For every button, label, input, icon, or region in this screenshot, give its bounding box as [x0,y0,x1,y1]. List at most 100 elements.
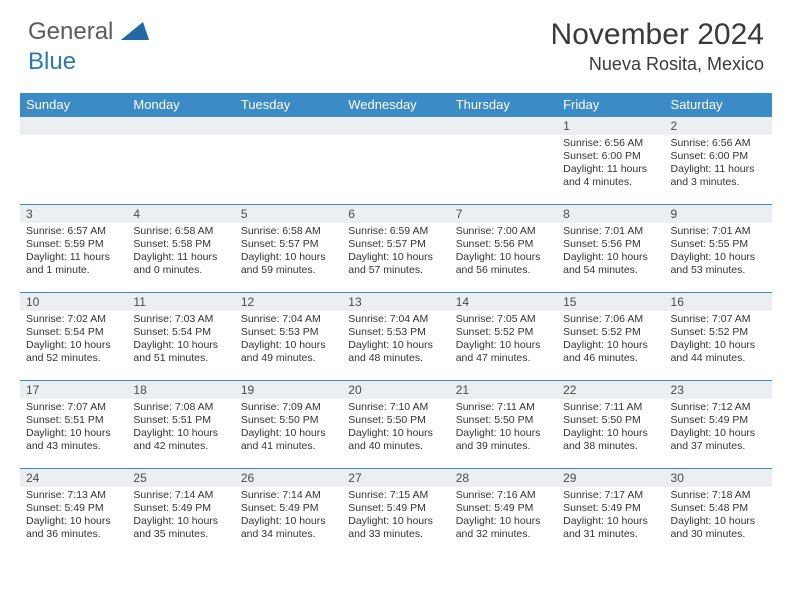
cell-details: Sunrise: 6:56 AMSunset: 6:00 PMDaylight:… [665,135,772,194]
logo-text-blue: Blue [28,48,76,75]
sunrise-text: Sunrise: 7:01 AM [563,225,658,238]
daylight2-text: and 30 minutes. [671,528,766,541]
weekday-header: Friday [557,93,664,117]
calendar-row: 3Sunrise: 6:57 AMSunset: 5:59 PMDaylight… [20,205,772,293]
calendar-cell: 28Sunrise: 7:16 AMSunset: 5:49 PMDayligh… [450,469,557,557]
cell-details: Sunrise: 7:00 AMSunset: 5:56 PMDaylight:… [450,223,557,282]
sunrise-text: Sunrise: 6:59 AM [348,225,443,238]
day-number: 8 [557,205,664,223]
daylight2-text: and 49 minutes. [241,352,336,365]
cell-details: Sunrise: 7:14 AMSunset: 5:49 PMDaylight:… [235,487,342,546]
day-number: 13 [342,293,449,311]
sunset-text: Sunset: 5:49 PM [348,502,443,515]
sunrise-text: Sunrise: 7:14 AM [241,489,336,502]
calendar-cell: 4Sunrise: 6:58 AMSunset: 5:58 PMDaylight… [127,205,234,293]
day-number [342,117,449,135]
sunset-text: Sunset: 5:48 PM [671,502,766,515]
logo-text-general: General [28,18,113,46]
day-number: 17 [20,381,127,399]
cell-details: Sunrise: 7:09 AMSunset: 5:50 PMDaylight:… [235,399,342,458]
calendar-cell: 17Sunrise: 7:07 AMSunset: 5:51 PMDayligh… [20,381,127,469]
sunrise-text: Sunrise: 7:10 AM [348,401,443,414]
daylight2-text: and 48 minutes. [348,352,443,365]
day-number: 20 [342,381,449,399]
cell-details: Sunrise: 7:02 AMSunset: 5:54 PMDaylight:… [20,311,127,370]
day-number: 9 [665,205,772,223]
calendar-cell: 11Sunrise: 7:03 AMSunset: 5:54 PMDayligh… [127,293,234,381]
day-number: 10 [20,293,127,311]
sunrise-text: Sunrise: 7:14 AM [133,489,228,502]
cell-details: Sunrise: 6:57 AMSunset: 5:59 PMDaylight:… [20,223,127,282]
cell-details: Sunrise: 6:58 AMSunset: 5:58 PMDaylight:… [127,223,234,282]
weekday-header: Wednesday [342,93,449,117]
daylight1-text: Daylight: 11 hours [26,251,121,264]
daylight2-text: and 31 minutes. [563,528,658,541]
calendar-table: Sunday Monday Tuesday Wednesday Thursday… [20,93,772,557]
cell-details: Sunrise: 7:11 AMSunset: 5:50 PMDaylight:… [450,399,557,458]
daylight2-text: and 1 minute. [26,264,121,277]
calendar-cell: 13Sunrise: 7:04 AMSunset: 5:53 PMDayligh… [342,293,449,381]
calendar-row: 10Sunrise: 7:02 AMSunset: 5:54 PMDayligh… [20,293,772,381]
calendar-cell: 2Sunrise: 6:56 AMSunset: 6:00 PMDaylight… [665,117,772,205]
calendar-cell: 16Sunrise: 7:07 AMSunset: 5:52 PMDayligh… [665,293,772,381]
daylight2-text: and 56 minutes. [456,264,551,277]
sunset-text: Sunset: 5:49 PM [671,414,766,427]
sunrise-text: Sunrise: 7:18 AM [671,489,766,502]
daylight2-text: and 4 minutes. [563,176,658,189]
daylight1-text: Daylight: 10 hours [671,515,766,528]
sunrise-text: Sunrise: 6:58 AM [133,225,228,238]
calendar-cell: 12Sunrise: 7:04 AMSunset: 5:53 PMDayligh… [235,293,342,381]
calendar-cell: 1Sunrise: 6:56 AMSunset: 6:00 PMDaylight… [557,117,664,205]
daylight1-text: Daylight: 10 hours [563,427,658,440]
cell-details: Sunrise: 7:12 AMSunset: 5:49 PMDaylight:… [665,399,772,458]
daylight2-text: and 47 minutes. [456,352,551,365]
sunset-text: Sunset: 5:51 PM [133,414,228,427]
daylight1-text: Daylight: 10 hours [241,427,336,440]
day-number [127,117,234,135]
day-number: 4 [127,205,234,223]
sunrise-text: Sunrise: 6:58 AM [241,225,336,238]
cell-details: Sunrise: 7:07 AMSunset: 5:51 PMDaylight:… [20,399,127,458]
calendar-cell: 22Sunrise: 7:11 AMSunset: 5:50 PMDayligh… [557,381,664,469]
day-number: 29 [557,469,664,487]
day-number: 23 [665,381,772,399]
day-number: 21 [450,381,557,399]
cell-details: Sunrise: 7:14 AMSunset: 5:49 PMDaylight:… [127,487,234,546]
sunset-text: Sunset: 6:00 PM [563,150,658,163]
calendar-cell: 26Sunrise: 7:14 AMSunset: 5:49 PMDayligh… [235,469,342,557]
cell-details: Sunrise: 7:01 AMSunset: 5:56 PMDaylight:… [557,223,664,282]
calendar-cell: 27Sunrise: 7:15 AMSunset: 5:49 PMDayligh… [342,469,449,557]
calendar-cell: 24Sunrise: 7:13 AMSunset: 5:49 PMDayligh… [20,469,127,557]
cell-details: Sunrise: 7:18 AMSunset: 5:48 PMDaylight:… [665,487,772,546]
daylight1-text: Daylight: 10 hours [133,339,228,352]
cell-details: Sunrise: 6:56 AMSunset: 6:00 PMDaylight:… [557,135,664,194]
calendar-cell: 10Sunrise: 7:02 AMSunset: 5:54 PMDayligh… [20,293,127,381]
cell-details: Sunrise: 7:15 AMSunset: 5:49 PMDaylight:… [342,487,449,546]
daylight2-text: and 46 minutes. [563,352,658,365]
calendar-cell: 15Sunrise: 7:06 AMSunset: 5:52 PMDayligh… [557,293,664,381]
sunset-text: Sunset: 5:52 PM [671,326,766,339]
sunrise-text: Sunrise: 7:13 AM [26,489,121,502]
calendar-cell: 30Sunrise: 7:18 AMSunset: 5:48 PMDayligh… [665,469,772,557]
calendar-cell [450,117,557,205]
day-number [20,117,127,135]
daylight2-text: and 41 minutes. [241,440,336,453]
daylight1-text: Daylight: 10 hours [671,251,766,264]
daylight1-text: Daylight: 10 hours [133,515,228,528]
sunset-text: Sunset: 5:50 PM [348,414,443,427]
daylight2-text: and 32 minutes. [456,528,551,541]
calendar-cell: 23Sunrise: 7:12 AMSunset: 5:49 PMDayligh… [665,381,772,469]
daylight1-text: Daylight: 11 hours [563,163,658,176]
weekday-header: Thursday [450,93,557,117]
daylight1-text: Daylight: 10 hours [456,515,551,528]
calendar-cell: 3Sunrise: 6:57 AMSunset: 5:59 PMDaylight… [20,205,127,293]
sunset-text: Sunset: 5:50 PM [456,414,551,427]
daylight1-text: Daylight: 10 hours [241,251,336,264]
daylight2-text: and 40 minutes. [348,440,443,453]
daylight1-text: Daylight: 10 hours [348,339,443,352]
sunset-text: Sunset: 5:50 PM [241,414,336,427]
daylight1-text: Daylight: 11 hours [133,251,228,264]
sunrise-text: Sunrise: 7:00 AM [456,225,551,238]
daylight1-text: Daylight: 10 hours [348,251,443,264]
weekday-header-row: Sunday Monday Tuesday Wednesday Thursday… [20,93,772,117]
